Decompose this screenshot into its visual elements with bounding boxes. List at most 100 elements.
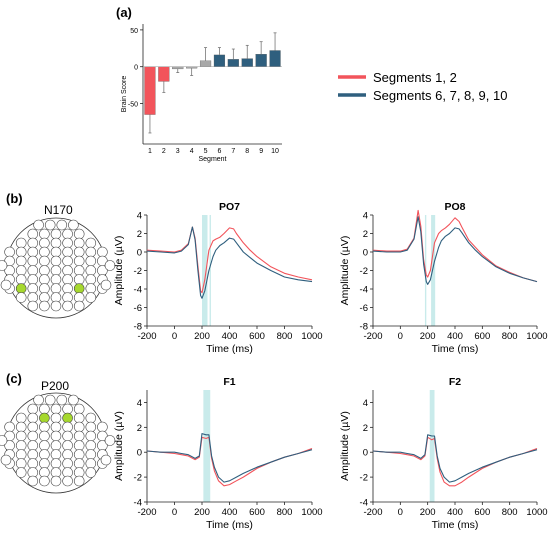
x-tick-label: -200: [137, 507, 156, 518]
component-label-p200: P200: [41, 379, 69, 393]
x-axis-label: Time (ms): [206, 519, 253, 531]
x-tick-label: 800: [502, 507, 518, 518]
electrode: [39, 265, 50, 276]
x-tick-label: 600: [249, 507, 265, 518]
x-axis-label: Time (ms): [432, 519, 479, 531]
electrode: [85, 246, 97, 258]
electrode: [39, 475, 50, 487]
electrode: [0, 279, 12, 291]
bar-segment-5: [199, 60, 212, 67]
electrode: [62, 430, 73, 442]
y-tick-label: 4: [363, 398, 368, 409]
electrode: [39, 421, 50, 433]
electrode: [15, 449, 27, 460]
electrode: [27, 449, 39, 460]
y-tick-label: 4: [137, 398, 142, 409]
electrode: [39, 283, 50, 294]
erp-trace-blue: [146, 433, 313, 483]
plot-title: F2: [449, 376, 461, 388]
x-tick-label: 0: [398, 507, 403, 518]
erp-trace-blue: [146, 226, 313, 299]
electrode: [104, 435, 116, 446]
y-tick-label: 2: [363, 423, 368, 434]
electrode: [50, 300, 62, 312]
bar-segment-9: [255, 54, 267, 67]
x-tick-label: 1: [148, 148, 152, 155]
electrode: [62, 403, 73, 415]
electrode: [15, 274, 27, 285]
brain-score-bar-chart: -50 0 50 1 2 3 4 5 6 7 8 9 10 Segment Brain Score: [121, 24, 282, 163]
electrode: [85, 237, 97, 249]
electrode: [73, 274, 85, 285]
x-tick-label: -200: [363, 507, 382, 518]
electrode: [62, 274, 73, 285]
electrode: [39, 255, 50, 267]
erp-plot-po8: -8 -6 -4 -2 0 2 4 -200 0 200 400 600 800 1000 Time (ms…: [339, 201, 548, 355]
erp-trace-red: [146, 226, 313, 294]
x-tick-label: 800: [277, 331, 293, 342]
electrode: [27, 274, 39, 285]
plot-title: F1: [223, 376, 235, 388]
x-tick-label: 1000: [526, 507, 547, 518]
x-tick-label: 5: [204, 148, 208, 155]
electrode: [39, 300, 50, 312]
electrode: [85, 440, 97, 451]
y-tick-label: -2: [134, 266, 142, 277]
electrode: [39, 403, 50, 415]
plot-title: PO8: [444, 201, 465, 213]
electrode: [27, 283, 39, 294]
electrode: [85, 265, 97, 276]
electrode: [50, 458, 62, 469]
x-tick-label: 10: [271, 148, 279, 155]
electrode: [85, 412, 97, 424]
electrode: [85, 274, 97, 285]
x-tick-label: 600: [474, 331, 490, 342]
electrode: [73, 246, 85, 258]
component-label-n170: N170: [44, 203, 73, 217]
electrode: [62, 440, 73, 451]
bar-segment-2: [158, 66, 170, 82]
x-tick-label: 0: [172, 507, 177, 518]
x-tick-label: -200: [363, 331, 382, 342]
electrode: [27, 255, 39, 267]
electrode: [73, 449, 85, 460]
y-tick-label: -50: [128, 102, 138, 109]
bar-segment-8: [241, 58, 253, 67]
x-tick-label: 400: [222, 507, 238, 518]
electrode: [73, 440, 85, 451]
x-tick-label: 400: [447, 507, 463, 518]
y-tick-label: 2: [137, 423, 142, 434]
x-tick-label: 200: [194, 507, 210, 518]
electrode: [39, 440, 50, 451]
panel-b-label: (b): [6, 191, 23, 206]
electrode: [27, 246, 39, 258]
electrode: [39, 228, 50, 240]
electrode: [27, 421, 39, 433]
y-tick-label: -4: [134, 285, 142, 296]
x-tick-label: 3: [176, 148, 180, 155]
electrode: [62, 265, 73, 276]
x-tick-label: 9: [259, 148, 263, 155]
bar-segment-6: [213, 54, 226, 67]
y-tick-label: 0: [363, 448, 368, 459]
x-tick-label: 4: [190, 148, 194, 155]
electrode: [50, 412, 62, 424]
electrode: [50, 246, 62, 258]
x-tick-label: 800: [277, 507, 293, 518]
electrode: [62, 449, 73, 460]
y-axis-label: Amplitude (µV): [113, 236, 125, 306]
electrode: [50, 237, 62, 249]
y-tick-label: -2: [134, 473, 142, 484]
erp-trace-red: [146, 436, 313, 487]
electrode: [15, 237, 27, 249]
electrode: [62, 475, 73, 487]
electrode: [27, 265, 39, 276]
electrode: [73, 403, 85, 415]
erp-trace-red: [372, 436, 538, 487]
electrode: [73, 255, 85, 267]
x-axis-label: Segment: [198, 156, 226, 163]
electrode: [85, 449, 97, 460]
electrode: [15, 412, 27, 424]
electrode: [0, 260, 8, 271]
electrode: [15, 430, 27, 442]
